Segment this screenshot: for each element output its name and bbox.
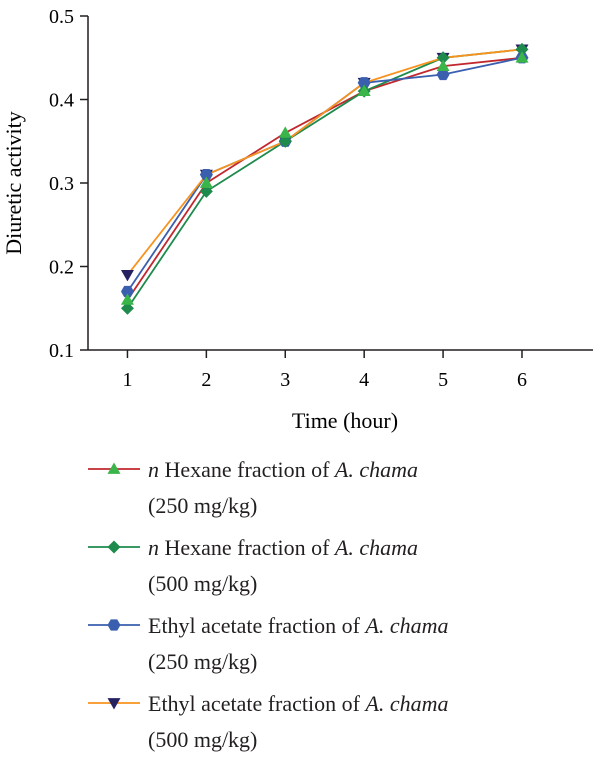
legend-species: A. chama bbox=[365, 691, 449, 716]
legend-prefix: n bbox=[148, 535, 159, 560]
data-point-series-1 bbox=[199, 176, 213, 188]
legend-species: A. chama bbox=[365, 613, 449, 638]
data-point-series-3 bbox=[357, 77, 371, 89]
legend-label-4: Ethyl acetate fraction of A. chama (500 … bbox=[148, 686, 449, 758]
x-axis-title: Time (hour) bbox=[292, 408, 398, 433]
data-point-series-3 bbox=[199, 169, 213, 181]
data-point-series-2 bbox=[120, 301, 134, 315]
data-point-series-1 bbox=[436, 59, 450, 71]
data-point-series-2 bbox=[199, 184, 213, 198]
legend-swatch-1 bbox=[88, 462, 140, 474]
line-chart: 0.1 0.2 0.3 0.4 0.5 1 2 3 4 5 6 Time (hour) Diuret… bbox=[1, 6, 593, 433]
series-markers bbox=[120, 42, 529, 315]
x-tick-label: 6 bbox=[517, 369, 527, 391]
series-line-1 bbox=[126, 56, 523, 301]
x-tick-label: 2 bbox=[201, 369, 211, 391]
legend-dose: (500 mg/kg) bbox=[148, 571, 258, 596]
y-axis-title: Diuretic activity bbox=[1, 111, 26, 255]
y-tick-label: 0.2 bbox=[49, 257, 74, 279]
x-tick-label: 5 bbox=[438, 369, 448, 391]
legend-item-1: n Hexane fraction of A. chama (250 mg/kg… bbox=[88, 452, 588, 530]
legend-swatch-3 bbox=[88, 619, 140, 631]
chart-legend: n Hexane fraction of A. chama (250 mg/kg… bbox=[88, 452, 588, 764]
y-tick-label: 0.3 bbox=[49, 173, 74, 195]
x-tick-label: 3 bbox=[280, 369, 290, 391]
data-point-series-2 bbox=[436, 51, 450, 65]
legend-label-1: n Hexane fraction of A. chama (250 mg/kg… bbox=[148, 452, 418, 524]
legend-text: Ethyl acetate fraction of bbox=[148, 691, 366, 716]
x-tick-label: 1 bbox=[122, 369, 132, 391]
legend-item-2: n Hexane fraction of A. chama (500 mg/kg… bbox=[88, 530, 588, 608]
legend-marker bbox=[107, 619, 121, 631]
legend-dose: (250 mg/kg) bbox=[148, 493, 258, 518]
legend-label-2: n Hexane fraction of A. chama (500 mg/kg… bbox=[148, 530, 418, 602]
legend-dose: (250 mg/kg) bbox=[148, 649, 258, 674]
data-point-series-2 bbox=[278, 134, 292, 148]
x-tick-label: 4 bbox=[359, 369, 369, 391]
legend-dose: (500 mg/kg) bbox=[148, 727, 258, 752]
series-line-4 bbox=[126, 48, 523, 276]
data-point-series-3 bbox=[436, 68, 450, 81]
data-point-series-1 bbox=[120, 293, 134, 305]
legend-prefix: n bbox=[148, 457, 159, 482]
data-point-series-1 bbox=[515, 51, 529, 63]
series-line-2 bbox=[126, 48, 523, 309]
legend-species: A. chama bbox=[334, 535, 419, 560]
legend-text: Ethyl acetate fraction of bbox=[148, 613, 366, 638]
legend-item-3: Ethyl acetate fraction of A. chama (250 … bbox=[88, 608, 588, 686]
data-point-series-1 bbox=[278, 126, 292, 138]
y-tick-label: 0.1 bbox=[49, 340, 74, 362]
legend-text: Hexane fraction of bbox=[159, 535, 335, 560]
legend-marker bbox=[107, 462, 121, 474]
series-lines bbox=[126, 48, 523, 309]
chart-axes: 0.1 0.2 0.3 0.4 0.5 1 2 3 4 5 6 bbox=[49, 6, 593, 391]
y-tick-label: 0.5 bbox=[49, 6, 74, 28]
data-point-series-3 bbox=[120, 285, 134, 298]
data-point-series-1 bbox=[357, 84, 371, 97]
legend-marker bbox=[107, 698, 121, 710]
legend-swatch-4 bbox=[88, 698, 140, 710]
data-point-series-2 bbox=[515, 42, 529, 56]
legend-text: Hexane fraction of bbox=[159, 457, 335, 482]
series-line-3 bbox=[126, 56, 523, 293]
legend-item-4: Ethyl acetate fraction of A. chama (500 … bbox=[88, 686, 588, 764]
data-point-series-4 bbox=[120, 269, 134, 282]
y-tick-label: 0.4 bbox=[49, 90, 74, 112]
legend-swatch-2 bbox=[88, 540, 140, 554]
legend-marker bbox=[107, 540, 121, 554]
legend-label-3: Ethyl acetate fraction of A. chama (250 … bbox=[148, 608, 449, 680]
legend-species: A. chama bbox=[334, 457, 419, 482]
